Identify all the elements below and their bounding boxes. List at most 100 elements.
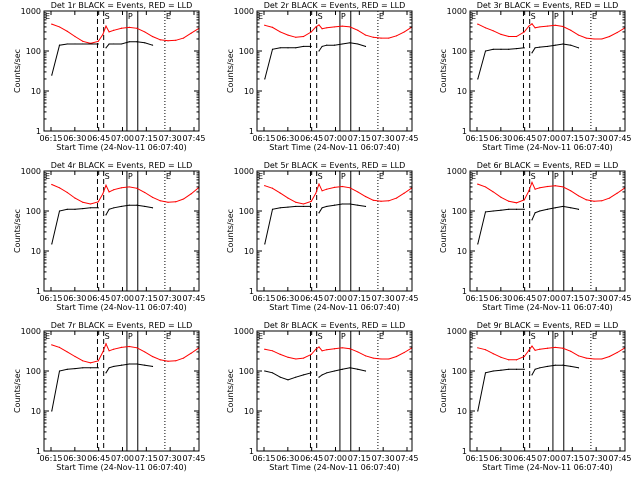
data-point-lld xyxy=(120,187,123,189)
y-tick-label: 1 xyxy=(462,287,467,296)
data-point-lld xyxy=(395,355,398,358)
data-point-events xyxy=(570,207,572,209)
data-point-lld xyxy=(349,348,351,350)
data-point-lld xyxy=(295,36,297,38)
x-tick-label: 06:45 xyxy=(300,294,323,303)
marker-label-s: S xyxy=(531,332,536,341)
data-point-events xyxy=(570,44,572,46)
data-point-events xyxy=(120,43,123,45)
data-point-events xyxy=(279,207,281,209)
data-point-events xyxy=(105,214,107,216)
data-point-lld xyxy=(159,200,161,202)
detector-panel-7: Det 7r BLACK = Events, RED = LLD E S P E 1 10 1… xyxy=(0,320,213,480)
x-tick-label: 07:30 xyxy=(585,454,608,463)
data-point-lld xyxy=(349,187,351,189)
marker-label-p: P xyxy=(341,332,346,341)
x-tick-label: 06:30 xyxy=(276,454,299,463)
marker-label-s: S xyxy=(105,332,110,341)
data-point-lld xyxy=(341,25,343,27)
x-tick-label: 06:45 xyxy=(87,134,110,143)
data-point-lld xyxy=(484,186,487,188)
x-tick-label: 06:45 xyxy=(87,454,110,463)
data-point-lld xyxy=(523,199,525,201)
x-tick-label: 07:30 xyxy=(159,134,182,143)
marker-label-e: E xyxy=(592,12,597,21)
data-point-lld xyxy=(113,348,115,350)
data-point-events xyxy=(534,212,536,214)
data-point-events xyxy=(546,365,549,368)
data-point-events xyxy=(508,368,510,370)
data-point-events xyxy=(108,367,110,369)
x-tick-label: 06:45 xyxy=(513,294,536,303)
data-point-lld xyxy=(403,351,405,354)
data-point-events xyxy=(546,208,549,210)
y-tick-label: 1 xyxy=(462,127,467,136)
data-point-events xyxy=(58,370,61,372)
series-line-lld xyxy=(477,345,626,361)
data-point-events xyxy=(74,43,76,45)
data-point-lld xyxy=(515,359,518,361)
data-point-lld xyxy=(380,200,382,202)
data-point-lld xyxy=(128,186,130,188)
data-point-lld xyxy=(120,27,123,29)
x-tick-label: 07:45 xyxy=(608,454,631,463)
x-tick-label: 06:45 xyxy=(87,294,110,303)
data-point-lld xyxy=(608,197,611,199)
x-axis-label: Start Time (24-Nov-11 06:07:40) xyxy=(56,303,186,312)
data-point-events xyxy=(120,205,123,208)
x-axis-label: Start Time (24-Nov-11 06:07:40) xyxy=(269,463,399,472)
data-point-lld xyxy=(484,349,487,351)
data-point-lld xyxy=(321,28,323,30)
data-point-lld xyxy=(601,358,603,360)
data-point-lld xyxy=(546,185,549,188)
chart-title: Det 7r BLACK = Events, RED = LLD xyxy=(51,321,193,330)
data-point-lld xyxy=(82,40,84,42)
data-point-lld xyxy=(562,25,564,28)
data-point-lld xyxy=(315,192,317,194)
series-line-lld xyxy=(51,184,200,205)
marker-label-e: E xyxy=(258,332,263,341)
data-point-events xyxy=(128,204,130,206)
series-line-lld xyxy=(477,181,626,204)
data-point-lld xyxy=(159,359,161,361)
data-point-events xyxy=(333,204,336,206)
series-line-lld xyxy=(477,23,626,40)
data-point-lld xyxy=(74,35,76,38)
x-tick-label: 06:30 xyxy=(63,294,86,303)
data-point-lld xyxy=(608,35,611,38)
data-point-lld xyxy=(315,26,317,28)
data-point-events xyxy=(492,210,494,212)
data-point-lld xyxy=(577,355,580,357)
data-point-events xyxy=(108,208,110,210)
x-tick-label: 07:00 xyxy=(111,134,134,143)
data-point-lld xyxy=(108,350,110,352)
marker-label-s: S xyxy=(318,12,323,21)
data-point-events xyxy=(357,368,359,370)
marker-label-e: E xyxy=(379,172,384,181)
x-tick-label: 07:45 xyxy=(182,294,205,303)
y-tick-label: 1000 xyxy=(447,167,467,176)
data-point-lld xyxy=(279,353,281,356)
data-point-lld xyxy=(264,185,266,187)
marker-label-e: E xyxy=(166,332,171,341)
marker-label-e: E xyxy=(258,172,263,181)
x-tick-label: 07:30 xyxy=(585,294,608,303)
data-point-lld xyxy=(97,360,99,362)
data-point-lld xyxy=(380,358,382,360)
x-tick-label: 06:30 xyxy=(489,454,512,463)
marker-label-e: E xyxy=(258,12,263,21)
data-point-events xyxy=(562,364,564,366)
data-point-lld xyxy=(508,200,510,202)
data-point-lld xyxy=(120,346,123,348)
y-tick-label: 1000 xyxy=(447,7,467,16)
data-point-events xyxy=(97,367,99,369)
data-point-lld xyxy=(585,199,587,201)
data-point-events xyxy=(58,44,61,46)
data-point-lld xyxy=(74,355,76,358)
x-tick-label: 06:15 xyxy=(465,294,488,303)
